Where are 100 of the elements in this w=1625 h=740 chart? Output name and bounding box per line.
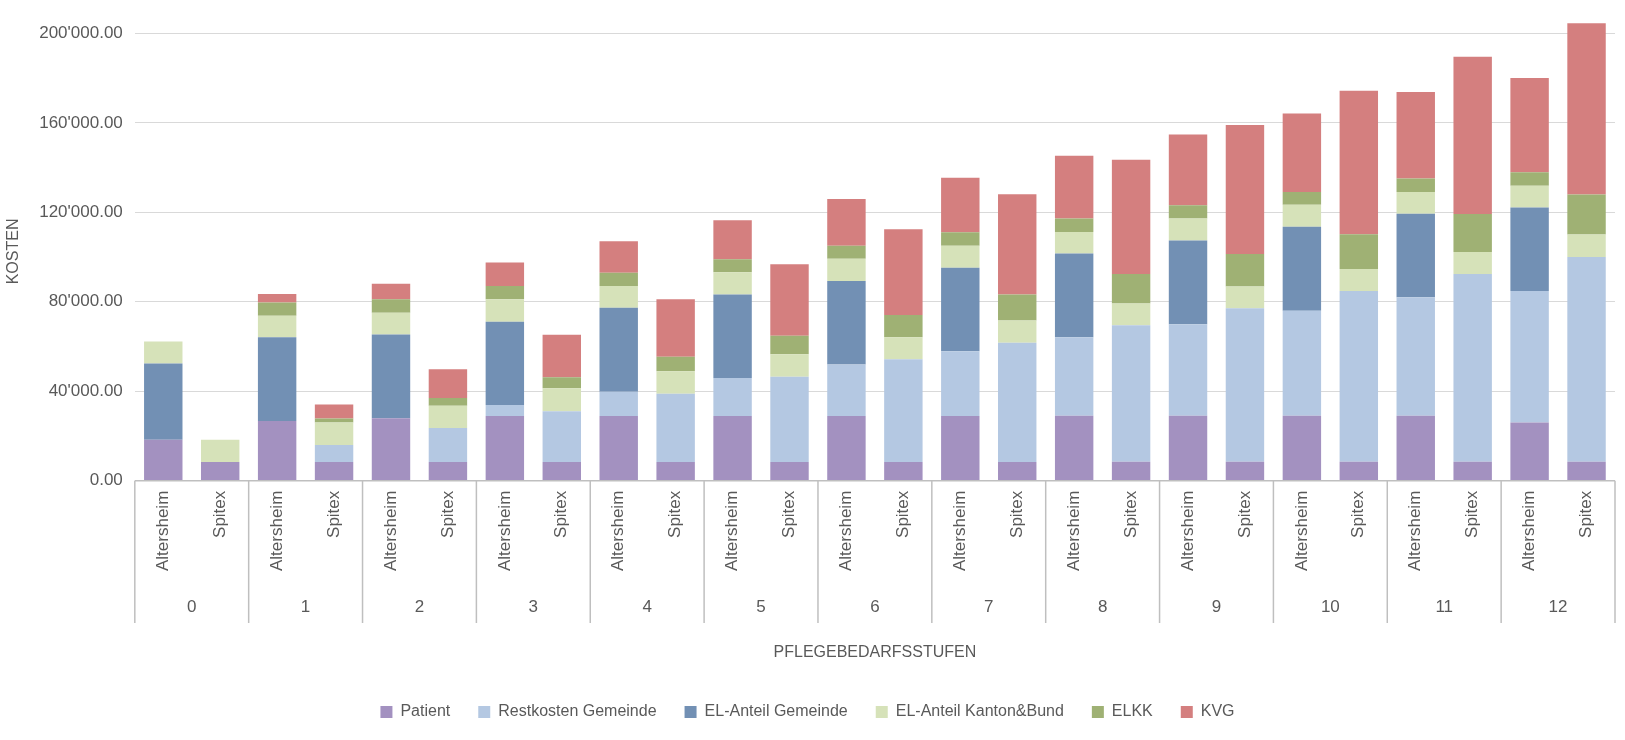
x-tick-label: Altersheim <box>949 490 969 572</box>
bar <box>941 232 980 246</box>
bar <box>257 302 297 316</box>
bar <box>1054 155 1094 219</box>
bar <box>1225 461 1265 481</box>
bar <box>1225 253 1265 287</box>
bar <box>1339 461 1379 481</box>
bar <box>428 397 468 406</box>
bar <box>1510 422 1549 481</box>
x-tick-label: Spitex <box>1576 490 1596 538</box>
bar <box>1510 185 1549 208</box>
text: 9 <box>1211 596 1222 616</box>
bar <box>485 299 525 322</box>
bar <box>1225 308 1265 462</box>
bar <box>542 334 581 378</box>
x-tick-label: Altersheim <box>1519 490 1539 572</box>
x-tick-label: Spitex <box>323 490 343 538</box>
bar <box>485 416 525 481</box>
bar <box>1453 252 1492 275</box>
bar <box>1396 91 1435 179</box>
bar <box>884 337 923 360</box>
x-tick-label: Spitex <box>1006 490 1026 538</box>
legend-label: KVG <box>1200 702 1235 720</box>
bar <box>314 461 354 481</box>
bar <box>656 461 695 481</box>
text: 8 <box>1097 596 1108 616</box>
bar <box>998 194 1037 295</box>
legend-label: Patient <box>400 702 451 720</box>
bar <box>1396 191 1435 214</box>
bar <box>713 294 752 379</box>
bar <box>1510 172 1549 186</box>
bar <box>941 351 980 417</box>
bar <box>257 420 297 481</box>
bar <box>314 404 354 419</box>
x-tick-label: Altersheim <box>1177 490 1197 572</box>
bar <box>998 320 1037 343</box>
x-tick-label: Altersheim <box>608 490 628 572</box>
bar <box>1282 310 1322 416</box>
x-tick-label: Altersheim <box>494 490 514 572</box>
bar <box>941 245 980 268</box>
bar <box>1054 231 1094 254</box>
bar <box>827 364 866 417</box>
y-tick-label: 40'000.00 <box>48 380 123 400</box>
bar <box>144 439 183 481</box>
bar <box>1168 205 1208 219</box>
x-tick-label: Spitex <box>665 490 685 538</box>
bar <box>656 393 695 462</box>
x-tick-label: Spitex <box>779 490 799 538</box>
bar <box>371 283 411 300</box>
bar <box>656 299 695 357</box>
legend-label: Restkosten Gemeinde <box>498 702 657 720</box>
bar <box>827 416 866 481</box>
x-tick-label: Altersheim <box>1291 490 1311 572</box>
bar <box>542 388 581 412</box>
legend-label: EL-Anteil Gemeinde <box>704 702 848 720</box>
bar <box>1225 286 1265 309</box>
bar <box>1510 291 1549 423</box>
bar <box>1282 415 1322 481</box>
bar <box>941 267 980 352</box>
text: 0 <box>187 596 197 616</box>
y-axis-title: KOSTEN <box>4 218 22 285</box>
text: 1 <box>300 596 311 616</box>
legend-label: EL-Anteil Kanton&Bund <box>895 702 1064 720</box>
text: 7 <box>984 596 994 616</box>
bar <box>1339 234 1379 270</box>
bar <box>1054 337 1094 416</box>
bar <box>713 220 752 260</box>
bar <box>1396 213 1435 298</box>
bar <box>713 272 752 295</box>
bar <box>144 341 183 364</box>
bar <box>998 342 1037 462</box>
bar <box>1168 218 1208 241</box>
bar <box>314 444 354 462</box>
bar <box>770 264 809 336</box>
bar <box>1453 461 1492 481</box>
bar <box>371 312 411 335</box>
x-tick-label: Spitex <box>893 490 913 538</box>
bar <box>371 334 411 419</box>
bar <box>1282 204 1322 227</box>
bar <box>542 377 581 389</box>
bar <box>1339 269 1379 292</box>
bar <box>599 285 638 308</box>
bar <box>1396 178 1435 192</box>
bar <box>884 314 923 338</box>
bar <box>1567 234 1606 258</box>
bar <box>1282 113 1322 192</box>
bar <box>827 198 866 246</box>
bar <box>1168 415 1208 481</box>
bar <box>941 177 980 233</box>
bar <box>827 280 866 365</box>
text: 12 <box>1548 596 1568 616</box>
x-tick-label: Spitex <box>209 490 229 538</box>
bar <box>485 286 525 300</box>
bar <box>1567 257 1606 462</box>
text: 6 <box>870 596 880 616</box>
bar <box>314 418 354 423</box>
x-tick-label: Spitex <box>1234 490 1254 538</box>
bar <box>200 461 240 481</box>
bar <box>1054 415 1094 481</box>
bar <box>827 245 866 259</box>
